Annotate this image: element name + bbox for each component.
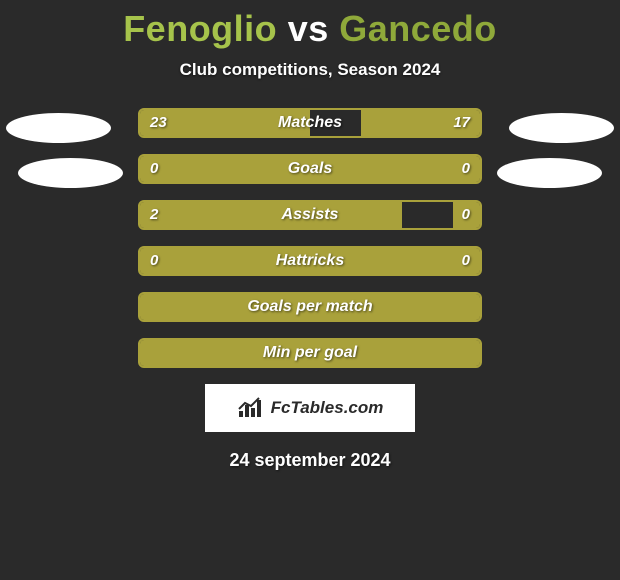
logo-text: FcTables.com [271, 398, 384, 418]
vs-separator: vs [288, 8, 329, 49]
player1-photo-placeholder-top [6, 113, 111, 143]
stat-label: Assists [140, 202, 480, 228]
stat-bars-container: 23 Matches 17 0 Goals 0 2 Assists 0 0 Ha… [138, 108, 482, 368]
stat-row-assists: 2 Assists 0 [138, 200, 482, 230]
comparison-title: Fenoglio vs Gancedo [0, 0, 620, 50]
stat-row-hattricks: 0 Hattricks 0 [138, 246, 482, 276]
fctables-logo-icon [237, 397, 265, 419]
logo-box: FcTables.com [205, 384, 415, 432]
stat-row-goals: 0 Goals 0 [138, 154, 482, 184]
player2-photo-placeholder-bottom [497, 158, 602, 188]
stat-label: Goals [140, 156, 480, 182]
stat-label: Hattricks [140, 248, 480, 274]
player2-photo-placeholder-top [509, 113, 614, 143]
stats-area: 23 Matches 17 0 Goals 0 2 Assists 0 0 Ha… [0, 108, 620, 471]
stat-label: Goals per match [140, 294, 480, 320]
stat-value-right: 0 [462, 248, 470, 274]
stat-row-goals-per-match: Goals per match [138, 292, 482, 322]
stat-value-right: 0 [462, 202, 470, 228]
subtitle: Club competitions, Season 2024 [0, 60, 620, 80]
stat-value-right: 17 [453, 110, 470, 136]
stat-value-right: 0 [462, 156, 470, 182]
stat-label: Min per goal [140, 340, 480, 366]
player1-photo-placeholder-bottom [18, 158, 123, 188]
player1-name: Fenoglio [123, 8, 277, 49]
stat-row-min-per-goal: Min per goal [138, 338, 482, 368]
player2-name: Gancedo [339, 8, 497, 49]
date-label: 24 september 2024 [0, 450, 620, 471]
stat-label: Matches [140, 110, 480, 136]
stat-row-matches: 23 Matches 17 [138, 108, 482, 138]
